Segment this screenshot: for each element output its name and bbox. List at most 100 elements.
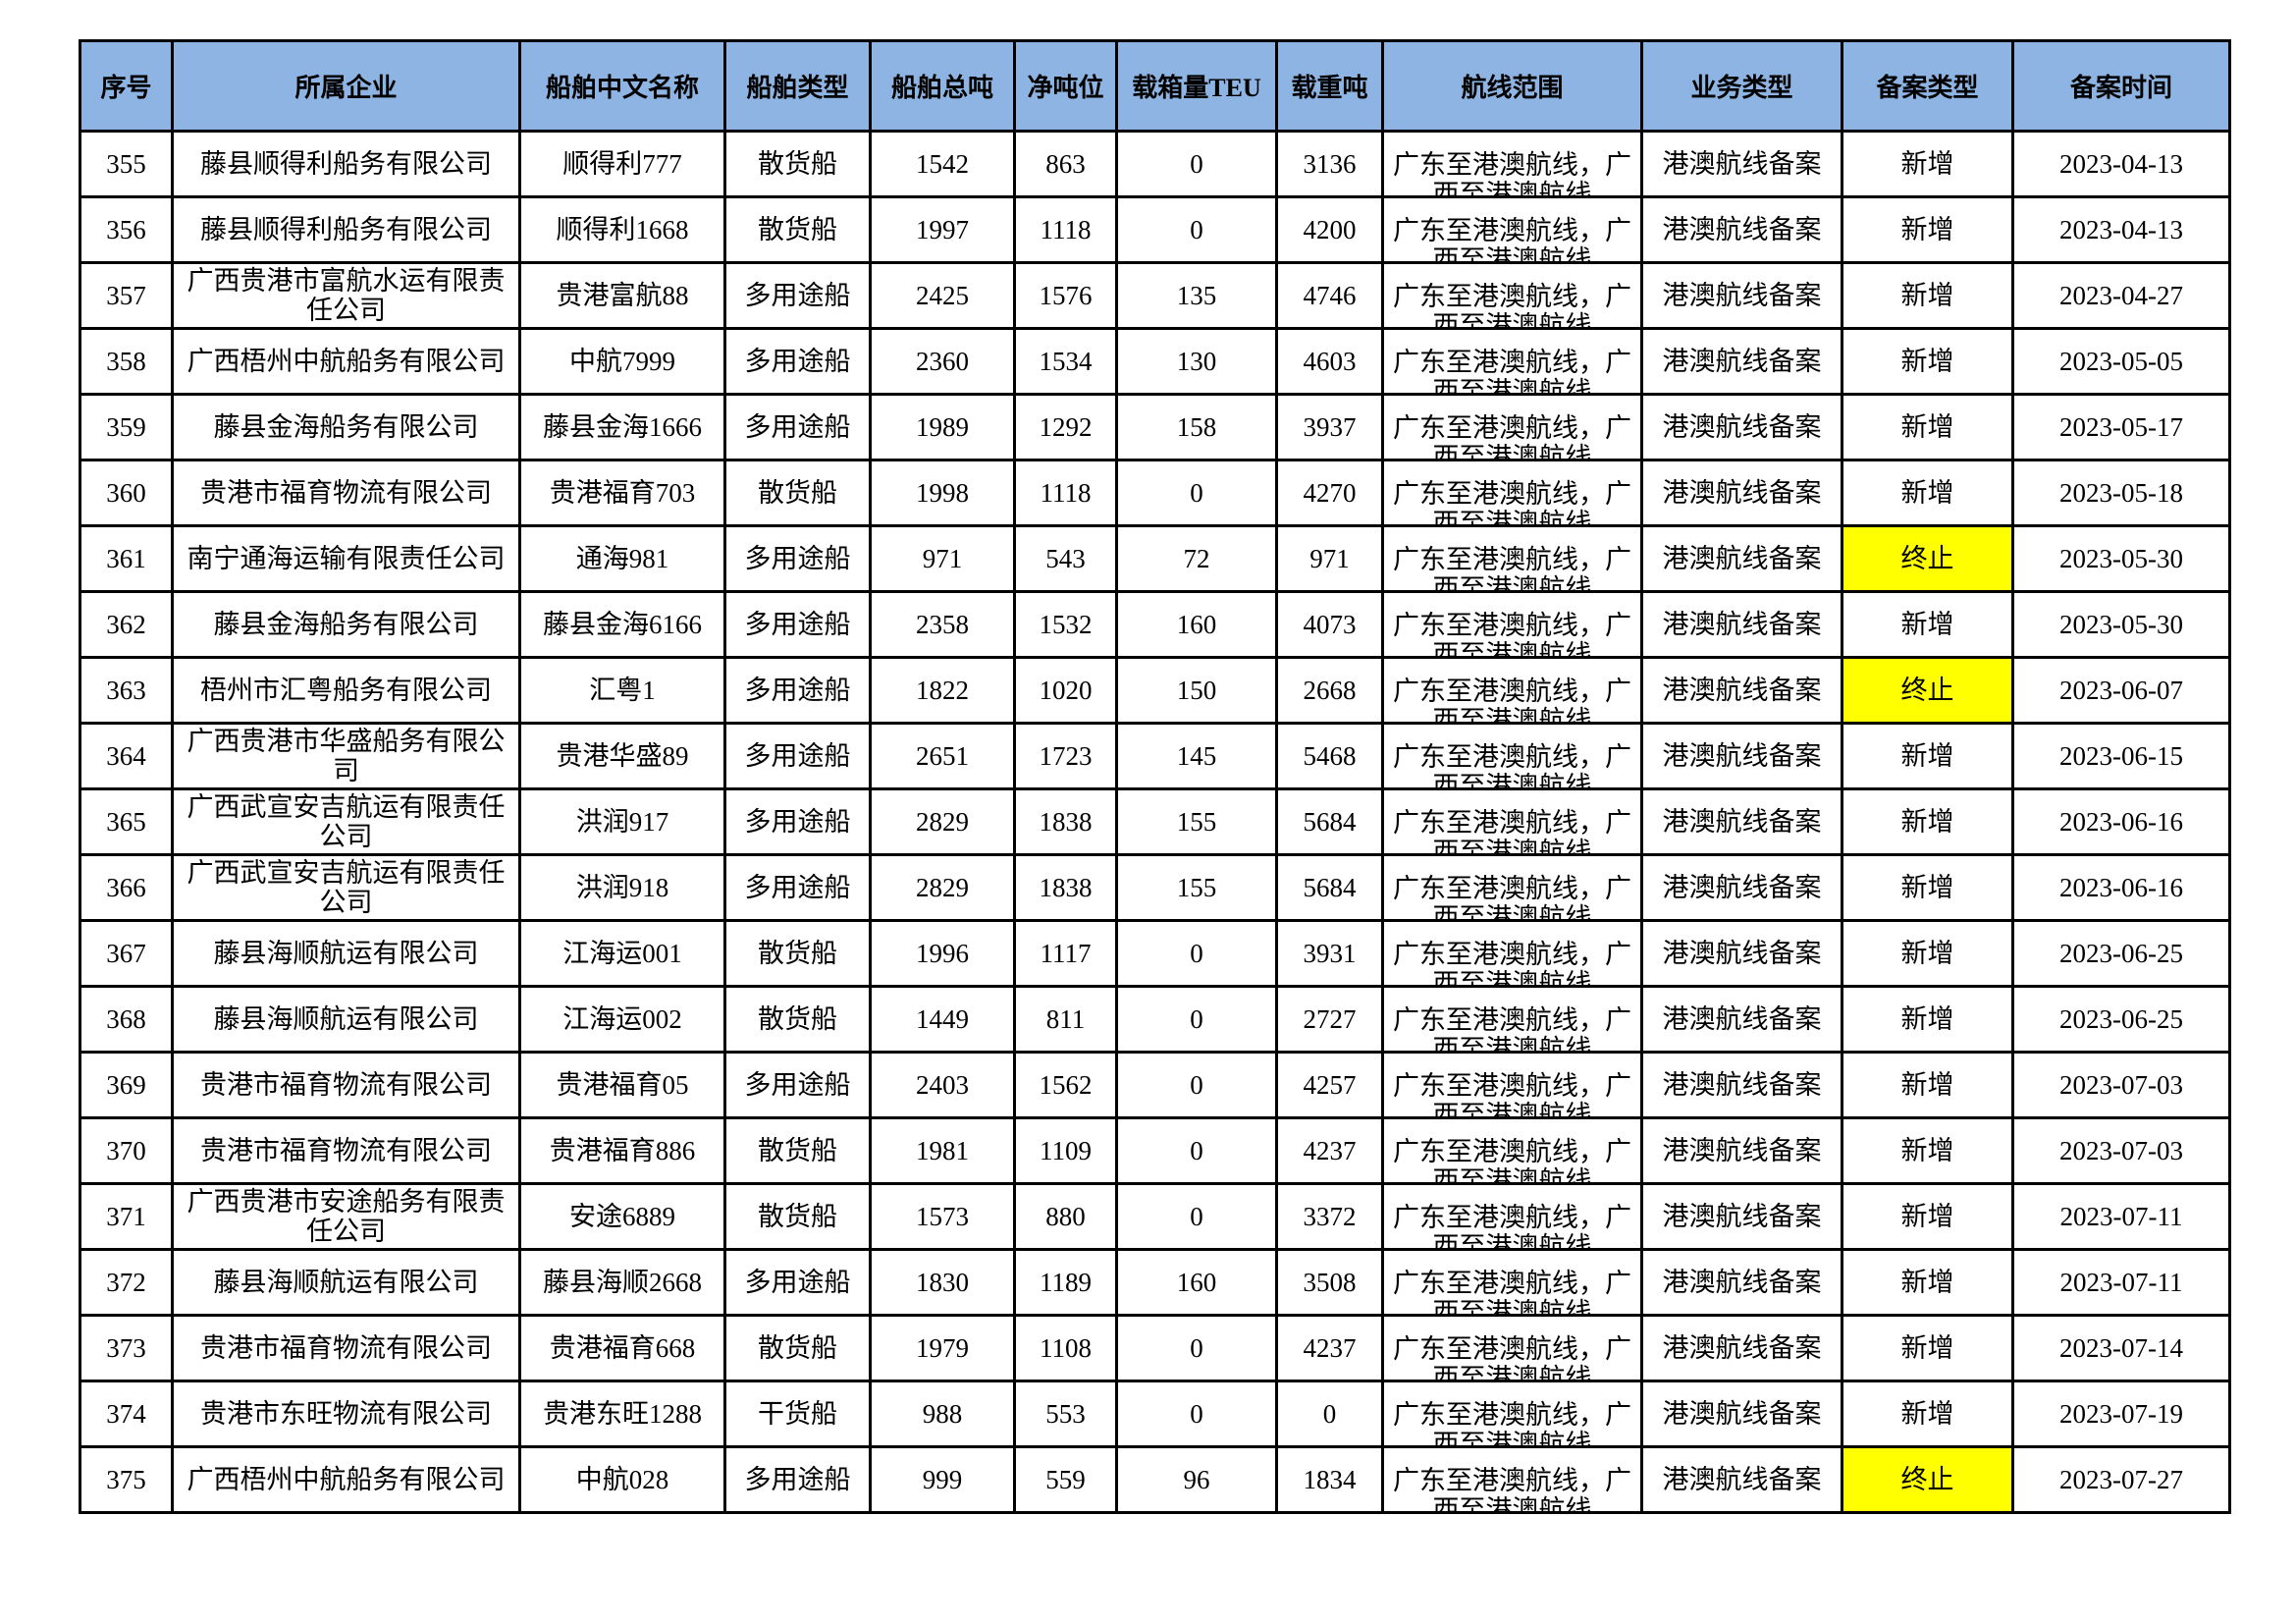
- cell-text: 多用途船: [744, 741, 851, 771]
- cell-text: 2023-07-11: [2059, 1202, 2183, 1231]
- cell-deadweight: 3937: [1275, 393, 1384, 461]
- cell-deadweight: 5684: [1275, 853, 1384, 922]
- header-ship-type: 船舶类型: [723, 39, 872, 133]
- cell-ship-name: 贵港富航88: [518, 261, 726, 330]
- cell-text: 广东至港澳航线，广西至港澳航线: [1393, 413, 1631, 459]
- cell-company: 贵港市福育物流有限公司: [171, 1051, 521, 1119]
- cell-filing-type: 新增: [1841, 1051, 2014, 1119]
- cell-text: 364: [106, 741, 146, 771]
- cell-text: 2358: [916, 610, 969, 639]
- cell-filing-date: 2023-07-11: [2011, 1248, 2231, 1317]
- cell-seq: 356: [79, 195, 174, 264]
- cell-seq: 365: [79, 787, 174, 856]
- cell-text: 2023-06-16: [2059, 873, 2183, 902]
- cell-gross-tonnage: 2358: [869, 590, 1016, 659]
- cell-route: 广东至港澳航线，广西至港澳航线: [1381, 130, 1643, 198]
- cell-business-type: 港澳航线备案: [1640, 195, 1843, 264]
- table-row: 364 广西贵港市华盛船务有限公司 贵港华盛89 多用途船 2651 1723 145 546…: [79, 722, 2231, 790]
- cell-ship-type: 多用途船: [723, 1445, 872, 1514]
- cell-text: 港澳航线备案: [1662, 1202, 1822, 1231]
- cell-text: 藤县顺得利船务有限公司: [200, 215, 492, 244]
- cell-teu: 155: [1115, 853, 1278, 922]
- cell-net-tonnage: 811: [1013, 985, 1118, 1054]
- cell-text: 3931: [1303, 939, 1357, 968]
- cell-ship-type: 散货船: [723, 1116, 872, 1185]
- cell-company: 藤县金海船务有限公司: [171, 590, 521, 659]
- cell-seq: 369: [79, 1051, 174, 1119]
- cell-teu: 96: [1115, 1445, 1278, 1514]
- cell-ship-name: 贵港福育668: [518, 1314, 726, 1382]
- cell-company: 广西梧州中航船务有限公司: [171, 327, 521, 396]
- cell-text: 贵港市福育物流有限公司: [200, 478, 492, 508]
- table-row: 368 藤县海顺航运有限公司 江海运002 散货船 1449 811 0 2727 广东至港澳航…: [79, 985, 2231, 1054]
- cell-business-type: 港澳航线备案: [1640, 1314, 1843, 1382]
- cell-text: 2829: [916, 807, 969, 837]
- cell-company: 梧州市汇粤船务有限公司: [171, 656, 521, 725]
- cell-teu: 0: [1115, 1051, 1278, 1119]
- cell-text: 新增: [1900, 1202, 1954, 1231]
- cell-text: 2023-07-27: [2059, 1465, 2183, 1494]
- cell-text: 港澳航线备案: [1662, 610, 1822, 639]
- cell-text: 374: [106, 1399, 146, 1429]
- cell-ship-type: 散货船: [723, 195, 872, 264]
- cell-filing-type: 新增: [1841, 195, 2014, 264]
- cell-text: 2651: [916, 741, 969, 771]
- cell-gross-tonnage: 1542: [869, 130, 1016, 198]
- cell-route: 广东至港澳航线，广西至港澳航线: [1381, 393, 1643, 461]
- cell-teu: 0: [1115, 130, 1278, 198]
- cell-filing-date: 2023-04-13: [2011, 130, 2231, 198]
- cell-teu: 0: [1115, 1116, 1278, 1185]
- cell-text: 4200: [1303, 215, 1357, 244]
- cell-route: 广东至港澳航线，广西至港澳航线: [1381, 1116, 1643, 1185]
- cell-business-type: 港澳航线备案: [1640, 787, 1843, 856]
- cell-text: 广东至港澳航线，广西至港澳航线: [1393, 808, 1631, 853]
- cell-text: 新增: [1900, 281, 1954, 310]
- cell-text: 1542: [916, 149, 969, 179]
- cell-text: 新增: [1900, 1070, 1954, 1100]
- cell-text: 新增: [1900, 347, 1954, 376]
- table-row: 372 藤县海顺航运有限公司 藤县海顺2668 多用途船 1830 1189 160 3508…: [79, 1248, 2231, 1317]
- cell-text: 港澳航线备案: [1662, 1268, 1822, 1297]
- cell-text: 藤县金海1666: [543, 412, 702, 442]
- cell-filing-type: 新增: [1841, 853, 2014, 922]
- cell-net-tonnage: 1534: [1013, 327, 1118, 396]
- cell-ship-type: 散货船: [723, 1314, 872, 1382]
- cell-gross-tonnage: 1996: [869, 919, 1016, 988]
- cell-company: 广西武宣安吉航运有限责任公司: [171, 787, 521, 856]
- cell-seq: 367: [79, 919, 174, 988]
- cell-seq: 359: [79, 393, 174, 461]
- cell-text: 2360: [916, 347, 969, 376]
- cell-ship-type: 多用途船: [723, 722, 872, 790]
- cell-filing-type: 新增: [1841, 1380, 2014, 1448]
- cell-text: 贵港市福育物流有限公司: [200, 1136, 492, 1165]
- cell-deadweight: 3508: [1275, 1248, 1384, 1317]
- cell-deadweight: 5468: [1275, 722, 1384, 790]
- cell-deadweight: 4746: [1275, 261, 1384, 330]
- cell-text: 多用途船: [744, 676, 851, 705]
- cell-text: 1573: [916, 1202, 969, 1231]
- cell-text: 新增: [1900, 1136, 1954, 1165]
- cell-text: 2023-04-13: [2059, 149, 2183, 179]
- cell-ship-name: 贵港华盛89: [518, 722, 726, 790]
- cell-ship-type: 散货船: [723, 130, 872, 198]
- cell-text: 5684: [1303, 873, 1357, 902]
- cell-text: 371: [106, 1202, 146, 1231]
- cell-company: 藤县海顺航运有限公司: [171, 919, 521, 988]
- cell-text: 多用途船: [744, 544, 851, 573]
- cell-text: 广西贵港市安途船务有限责任公司: [187, 1187, 506, 1246]
- cell-ship-type: 多用途船: [723, 327, 872, 396]
- cell-teu: 160: [1115, 1248, 1278, 1317]
- header-gross-tonnage: 船舶总吨: [869, 39, 1016, 133]
- cell-text: 广西贵港市富航水运有限责任公司: [187, 266, 506, 325]
- cell-filing-date: 2023-06-25: [2011, 985, 2231, 1054]
- cell-text: 2403: [916, 1070, 969, 1100]
- cell-text: 广西贵港市华盛船务有限公司: [187, 727, 506, 785]
- cell-ship-type: 多用途船: [723, 261, 872, 330]
- cell-ship-type: 散货船: [723, 985, 872, 1054]
- cell-text: 1117: [1040, 939, 1092, 968]
- cell-route: 广东至港澳航线，广西至港澳航线: [1381, 787, 1643, 856]
- cell-text: 2023-05-18: [2059, 478, 2183, 508]
- cell-text: 港澳航线备案: [1662, 741, 1822, 771]
- cell-filing-type: 新增: [1841, 919, 2014, 988]
- cell-text: 72: [1183, 544, 1210, 573]
